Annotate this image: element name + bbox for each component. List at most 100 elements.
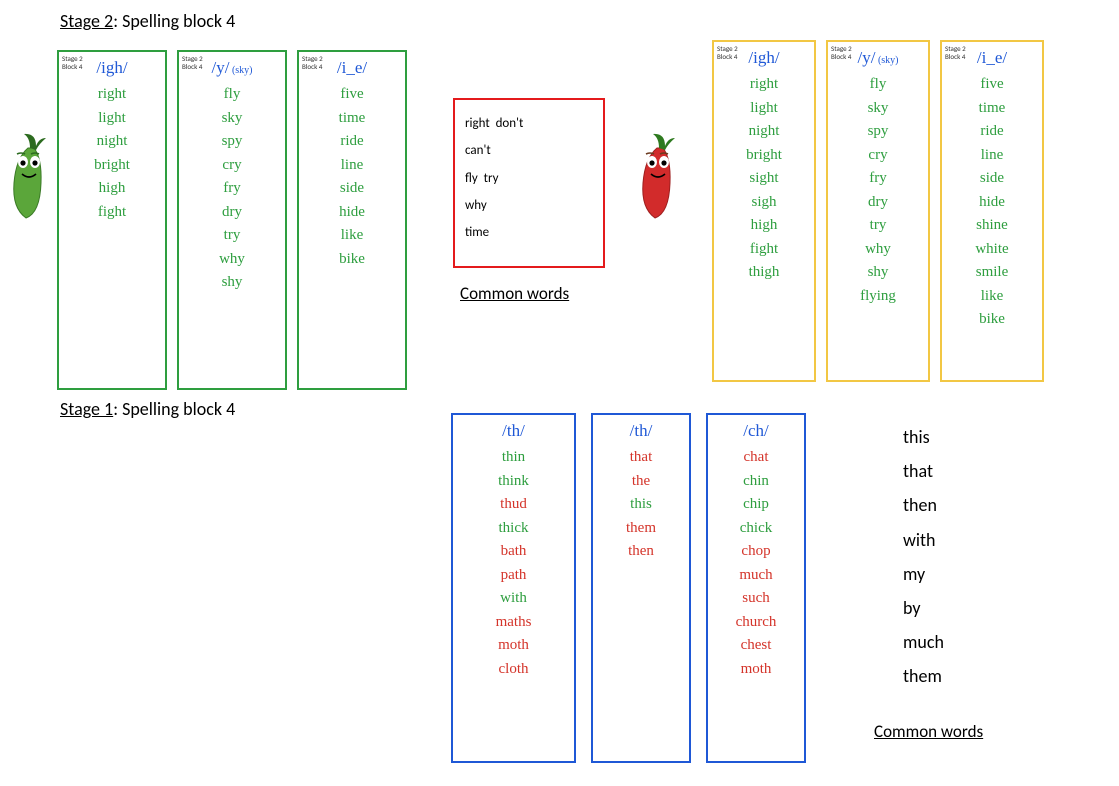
word-item: side [340, 180, 364, 197]
word-item: sigh [751, 194, 776, 211]
word-item: think [498, 473, 529, 490]
common-word-line: why [465, 192, 593, 219]
word-item: hide [979, 194, 1005, 211]
word-item: five [340, 86, 363, 103]
word-item: hide [339, 204, 365, 221]
sight-word: much [903, 625, 944, 659]
word-item: fly [870, 76, 887, 93]
word-item: thud [500, 496, 527, 513]
word-item: bike [979, 311, 1005, 328]
word-item: bike [339, 251, 365, 268]
word-list: thatthethisthemthen [599, 449, 683, 560]
word-item: light [98, 110, 126, 127]
word-item: spy [868, 123, 889, 140]
word-item: high [99, 180, 126, 197]
word-item: cloth [499, 661, 529, 678]
word-item: five [980, 76, 1003, 93]
word-item: try [224, 227, 241, 244]
word-item: chip [743, 496, 769, 513]
card-corner-label: Stage 2 Block 4 [182, 55, 203, 70]
word-item: sky [222, 110, 243, 127]
chili-green-icon [6, 128, 61, 223]
word-item: the [632, 473, 650, 490]
word-item: with [500, 590, 527, 607]
sight-word: this [903, 420, 944, 454]
word-item: shy [868, 264, 889, 281]
word-item: this [630, 496, 652, 513]
blue-card-0: /th/thinthinkthudthickbathpathwithmathsm… [451, 413, 576, 763]
word-item: moth [498, 637, 529, 654]
word-list: rightlightnightbrightsightsighhighfightt… [720, 76, 808, 281]
sight-word: that [903, 454, 944, 488]
word-item: chick [740, 520, 772, 537]
sight-word: by [903, 591, 944, 625]
green-card-2: Stage 2 Block 4/i_e/fivetimeridelineside… [297, 50, 407, 390]
common-word-line: time [465, 219, 593, 246]
stage2-title-rest: : Spelling block 4 [113, 10, 235, 32]
word-list: thinthinkthudthickbathpathwithmathsmothc… [459, 449, 568, 677]
word-item: cry [222, 157, 241, 174]
card-heading-note: (sky) [875, 55, 898, 66]
card-corner-label: Stage 2 Block 4 [831, 45, 852, 60]
word-item: light [750, 100, 778, 117]
stage1-title: Stage 1: Spelling block 4 [60, 398, 235, 420]
word-item: white [975, 241, 1008, 258]
word-item: path [501, 567, 527, 584]
common-words-label-2: Common words [874, 721, 983, 742]
green-card-1: Stage 2 Block 4/y/ (sky)flyskyspycryfryd… [177, 50, 287, 390]
word-item: dry [868, 194, 888, 211]
word-item: time [979, 100, 1006, 117]
word-item: why [219, 251, 245, 268]
word-item: thick [499, 520, 529, 537]
word-item: chin [743, 473, 769, 490]
word-item: bright [746, 147, 782, 164]
word-item: right [98, 86, 126, 103]
card-corner-label: Stage 2 Block 4 [945, 45, 966, 60]
word-item: dry [222, 204, 242, 221]
word-list: fivetimeridelinesidehideshinewhitesmilel… [948, 76, 1036, 328]
common-words-label-1: Common words [460, 283, 569, 304]
sight-word: them [903, 659, 944, 693]
word-item: shy [222, 274, 243, 291]
stage2-title: Stage 2: Spelling block 4 [60, 10, 235, 32]
word-item: sky [868, 100, 889, 117]
word-item: night [97, 133, 128, 150]
word-list: flyskyspycryfrydrytrywhyshyflying [834, 76, 922, 304]
word-item: bright [94, 157, 130, 174]
word-list: right light night bright high fight [65, 86, 159, 220]
word-item: fry [223, 180, 241, 197]
word-item: cry [868, 147, 887, 164]
word-item: ride [340, 133, 363, 150]
card-heading: /th/ [599, 421, 683, 441]
word-item: chop [741, 543, 770, 560]
word-item: smile [976, 264, 1009, 281]
word-item: thin [502, 449, 525, 466]
word-item: fly [224, 86, 241, 103]
word-item: right [750, 76, 778, 93]
word-item: fight [98, 204, 126, 221]
stage1-title-rest: : Spelling block 4 [113, 398, 235, 420]
word-list: fivetimeridelinesidehidelikebike [305, 86, 399, 267]
word-item: shine [976, 217, 1008, 234]
word-item: night [749, 123, 780, 140]
blue-card-2: /ch/chatchinchipchickchopmuchsuchchurchc… [706, 413, 806, 763]
stage1-title-underlined: Stage 1 [60, 398, 113, 420]
sight-word: then [903, 488, 944, 522]
card-corner-label: Stage 2 Block 4 [717, 45, 738, 60]
word-item: chest [741, 637, 772, 654]
yellow-card-0: Stage 2 Block 4/igh/rightlightnightbrigh… [712, 40, 816, 382]
stage2-title-underlined: Stage 2 [60, 10, 113, 32]
word-item: moth [741, 661, 772, 678]
common-word-line: can't [465, 137, 593, 164]
word-item: try [870, 217, 887, 234]
sight-word: with [903, 523, 944, 557]
card-heading-note: (sky) [229, 65, 252, 76]
yellow-card-2: Stage 2 Block 4/i_e/fivetimeridelineside… [940, 40, 1044, 382]
word-item: bath [501, 543, 527, 560]
word-item: church [736, 614, 777, 631]
card-heading: /ch/ [714, 421, 798, 441]
word-list: chatchinchipchickchopmuchsuchchurchchest… [714, 449, 798, 677]
word-item: such [742, 590, 770, 607]
word-item: them [626, 520, 656, 537]
word-item: that [630, 449, 653, 466]
